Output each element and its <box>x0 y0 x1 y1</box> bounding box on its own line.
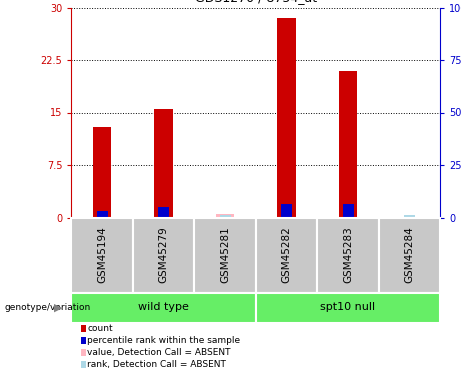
Text: GSM45284: GSM45284 <box>404 226 414 284</box>
Text: ▶: ▶ <box>54 303 62 312</box>
Text: count: count <box>87 324 113 333</box>
Bar <box>379 217 440 292</box>
Text: wild type: wild type <box>138 303 189 312</box>
Bar <box>97 210 108 218</box>
Text: genotype/variation: genotype/variation <box>5 303 91 312</box>
Bar <box>339 70 357 217</box>
Text: GSM45281: GSM45281 <box>220 226 230 284</box>
Bar <box>219 215 230 217</box>
Text: GSM45194: GSM45194 <box>97 226 107 284</box>
Text: rank, Detection Call = ABSENT: rank, Detection Call = ABSENT <box>87 360 226 369</box>
Bar <box>133 217 195 292</box>
Bar <box>71 292 256 322</box>
Text: GSM45282: GSM45282 <box>282 226 292 284</box>
Bar <box>158 207 169 218</box>
Bar <box>404 215 415 217</box>
Bar <box>154 109 173 217</box>
Text: spt10 null: spt10 null <box>320 303 376 312</box>
Text: percentile rank within the sample: percentile rank within the sample <box>87 336 241 345</box>
Bar <box>71 217 133 292</box>
Text: GSM45279: GSM45279 <box>159 226 169 284</box>
Bar <box>256 217 317 292</box>
Bar <box>216 214 234 217</box>
Bar <box>93 126 112 218</box>
Bar <box>317 217 379 292</box>
Bar <box>256 292 440 322</box>
Text: GSM45283: GSM45283 <box>343 226 353 284</box>
Text: value, Detection Call = ABSENT: value, Detection Call = ABSENT <box>87 348 231 357</box>
Bar <box>278 18 296 217</box>
Title: GDS1270 / 8754_at: GDS1270 / 8754_at <box>195 0 317 3</box>
Bar <box>195 217 256 292</box>
Bar <box>281 204 292 218</box>
Bar <box>343 204 354 218</box>
